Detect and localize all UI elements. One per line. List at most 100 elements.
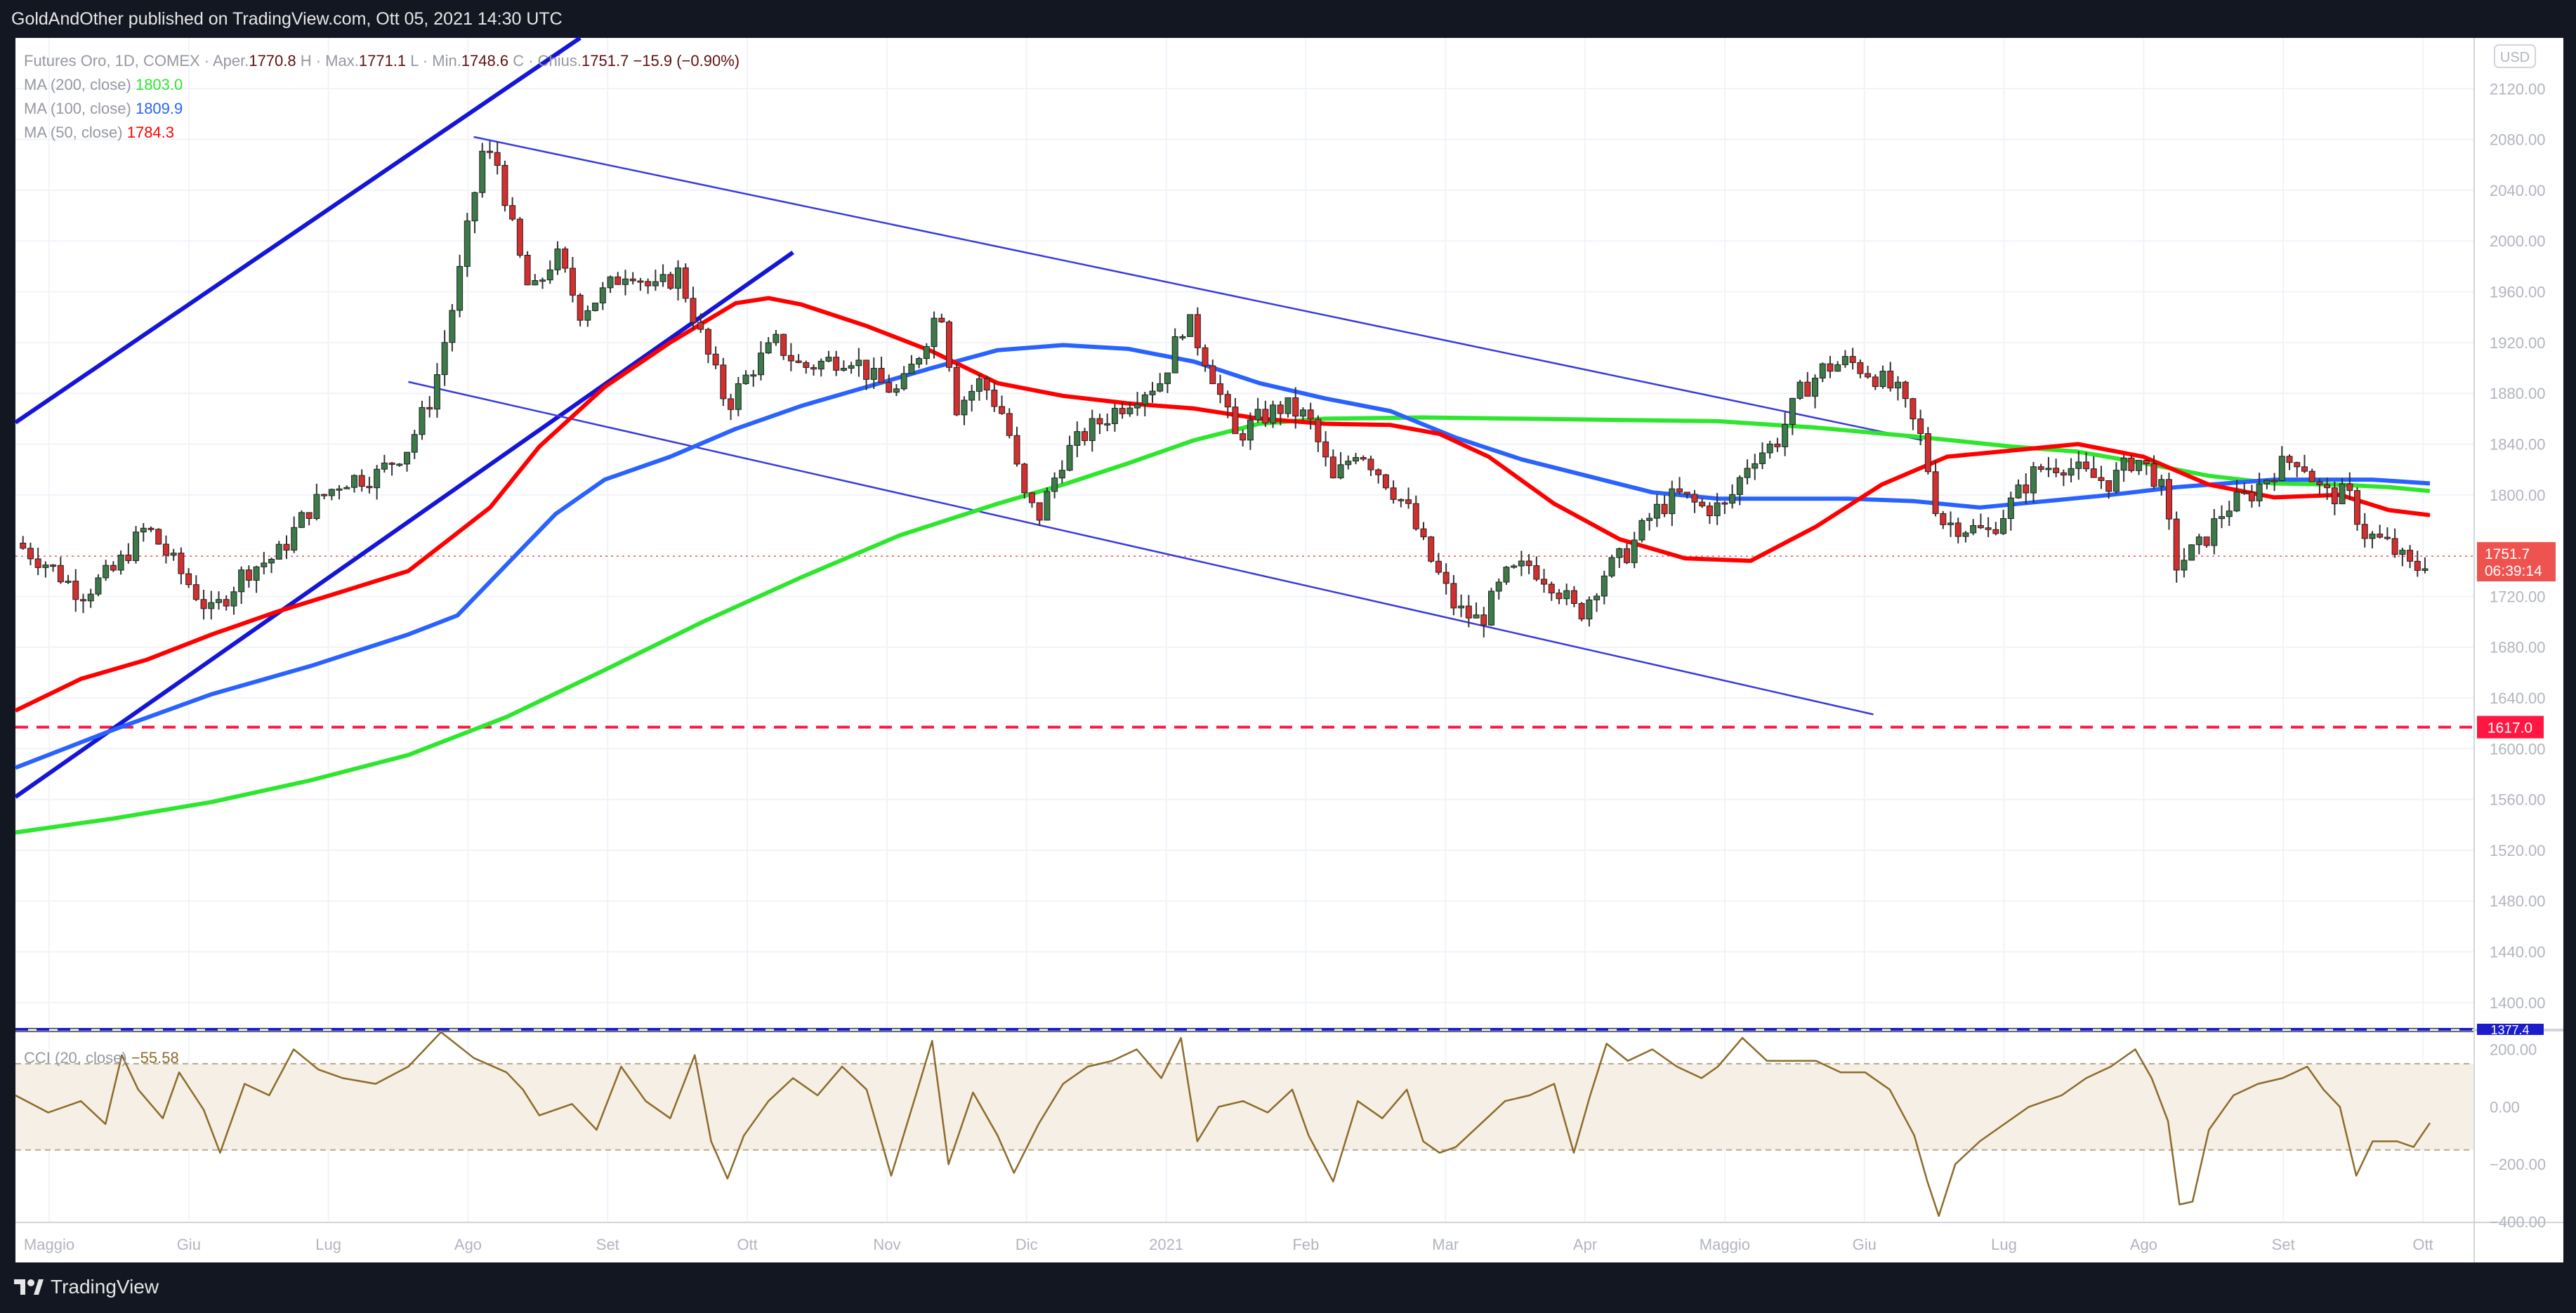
candle-body[interactable] bbox=[2286, 456, 2293, 463]
candle-body[interactable] bbox=[546, 269, 553, 281]
candle-body[interactable] bbox=[441, 342, 448, 376]
candle-body[interactable] bbox=[2045, 468, 2052, 470]
candle-body[interactable] bbox=[1270, 404, 1277, 424]
candle-body[interactable] bbox=[1932, 471, 1939, 514]
candle-body[interactable] bbox=[87, 593, 94, 602]
candle-body[interactable] bbox=[1329, 456, 1336, 479]
candle-body[interactable] bbox=[1887, 371, 1894, 389]
candle-body[interactable] bbox=[336, 488, 343, 491]
candle-body[interactable] bbox=[350, 475, 357, 488]
candle-body[interactable] bbox=[584, 310, 591, 321]
ma-legend-item[interactable]: MA (100, close) 1809.9 bbox=[24, 100, 183, 117]
candle-body[interactable] bbox=[411, 434, 418, 453]
candle-body[interactable] bbox=[1699, 501, 1706, 507]
candle-body[interactable] bbox=[2248, 491, 2255, 501]
candle-body[interactable] bbox=[1721, 502, 1728, 505]
candle-body[interactable] bbox=[1398, 499, 1405, 501]
candle-body[interactable] bbox=[833, 357, 840, 371]
candle-body[interactable] bbox=[539, 279, 546, 282]
candle-body[interactable] bbox=[1744, 468, 1751, 478]
candle-body[interactable] bbox=[1533, 565, 1540, 580]
candle-body[interactable] bbox=[1126, 407, 1133, 414]
candle-body[interactable] bbox=[1834, 364, 1841, 372]
candle-body[interactable] bbox=[652, 281, 659, 286]
candle-body[interactable] bbox=[396, 463, 403, 466]
candle-body[interactable] bbox=[2120, 457, 2127, 471]
candle-body[interactable] bbox=[2346, 483, 2353, 491]
candle-body[interactable] bbox=[1157, 383, 1164, 392]
candle-body[interactable] bbox=[2301, 466, 2308, 472]
candle-body[interactable] bbox=[1661, 503, 1668, 515]
candle-body[interactable] bbox=[1902, 381, 1909, 400]
candle-body[interactable] bbox=[1051, 477, 1058, 492]
cci-legend[interactable]: CCI (20, close) −55.58 bbox=[24, 1049, 179, 1067]
candle-body[interactable] bbox=[1352, 457, 1359, 462]
candle-body[interactable] bbox=[1187, 314, 1194, 337]
candle-body[interactable] bbox=[803, 362, 810, 368]
candle-body[interactable] bbox=[1382, 474, 1389, 489]
candle-body[interactable] bbox=[1028, 492, 1035, 503]
candle-body[interactable] bbox=[245, 569, 252, 581]
candle-body[interactable] bbox=[1390, 487, 1397, 500]
candle-body[interactable] bbox=[170, 553, 177, 556]
candle-body[interactable] bbox=[2060, 472, 2067, 476]
candle-body[interactable] bbox=[1827, 363, 1834, 372]
candle-body[interactable] bbox=[1714, 502, 1721, 517]
trend-line-lower-support[interactable] bbox=[14, 251, 794, 799]
candle-body[interactable] bbox=[1623, 548, 1630, 563]
candle-body[interactable] bbox=[192, 584, 199, 600]
candle-body[interactable] bbox=[757, 352, 764, 376]
candle-body[interactable] bbox=[2053, 468, 2060, 473]
candle-body[interactable] bbox=[208, 602, 215, 609]
candle-body[interactable] bbox=[893, 388, 900, 393]
candle-body[interactable] bbox=[1495, 581, 1502, 592]
candle-body[interactable] bbox=[2211, 518, 2218, 546]
candle-body[interactable] bbox=[968, 390, 975, 401]
candle-body[interactable] bbox=[79, 599, 86, 602]
candle-body[interactable] bbox=[780, 334, 787, 356]
candle-body[interactable] bbox=[261, 562, 268, 567]
candle-body[interactable] bbox=[1759, 452, 1766, 464]
candle-body[interactable] bbox=[2150, 463, 2157, 487]
candle-body[interactable] bbox=[501, 165, 508, 206]
candle-body[interactable] bbox=[1292, 397, 1299, 417]
candle-body[interactable] bbox=[562, 249, 569, 269]
candle-body[interactable] bbox=[1013, 435, 1020, 465]
candle-body[interactable] bbox=[1420, 528, 1427, 538]
candle-body[interactable] bbox=[328, 489, 335, 496]
candle-body[interactable] bbox=[1631, 539, 1638, 563]
symbol-legend[interactable]: Futures Oro, 1D, COMEX · Aper.1770.8 H ·… bbox=[24, 52, 740, 70]
candle-body[interactable] bbox=[2068, 468, 2075, 476]
candle-body[interactable] bbox=[840, 367, 847, 371]
candle-body[interactable] bbox=[2339, 483, 2346, 505]
candle-body[interactable] bbox=[20, 542, 27, 549]
candle-body[interactable] bbox=[34, 558, 41, 568]
candle-body[interactable] bbox=[825, 357, 832, 362]
candle-body[interactable] bbox=[900, 373, 907, 390]
candle-body[interactable] bbox=[1044, 491, 1051, 521]
candle-body[interactable] bbox=[1940, 513, 1947, 525]
candle-body[interactable] bbox=[1284, 397, 1292, 414]
candle-body[interactable] bbox=[2271, 480, 2278, 482]
candle-body[interactable] bbox=[1036, 502, 1043, 521]
candle-body[interactable] bbox=[1857, 362, 1864, 374]
candle-body[interactable] bbox=[2308, 470, 2315, 482]
candle-body[interactable] bbox=[1977, 524, 1984, 529]
trend-line-channel-bottom[interactable] bbox=[408, 381, 1874, 715]
candle-body[interactable] bbox=[381, 462, 388, 470]
candle-body[interactable] bbox=[1570, 590, 1577, 604]
candle-body[interactable] bbox=[1992, 529, 1999, 534]
candle-body[interactable] bbox=[516, 218, 523, 256]
candle-body[interactable] bbox=[388, 462, 395, 465]
candle-body[interactable] bbox=[1141, 394, 1148, 405]
candle-body[interactable] bbox=[313, 494, 320, 520]
candle-body[interactable] bbox=[1480, 614, 1487, 626]
candle-body[interactable] bbox=[1819, 363, 1826, 378]
candle-body[interactable] bbox=[72, 581, 79, 600]
candle-body[interactable] bbox=[110, 565, 117, 571]
candle-body[interactable] bbox=[133, 532, 140, 561]
candle-body[interactable] bbox=[2112, 470, 2120, 492]
candle-body[interactable] bbox=[1006, 413, 1013, 436]
candle-body[interactable] bbox=[238, 569, 245, 593]
candle-body[interactable] bbox=[1322, 441, 1329, 458]
